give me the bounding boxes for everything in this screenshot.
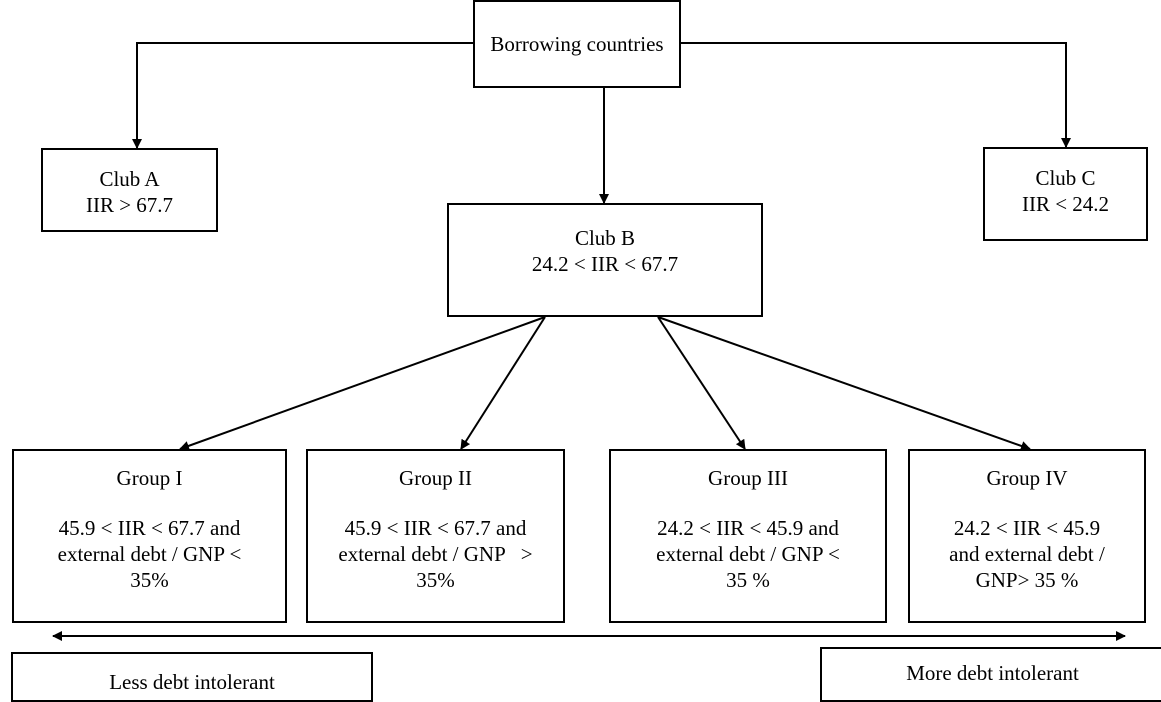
club-c-box: Club C IIR < 24.2 — [983, 147, 1148, 241]
group-iii-box: Group III 24.2 < IIR < 45.9 and external… — [609, 449, 887, 623]
group-iii-condition-line-3: 35 % — [726, 568, 770, 592]
arrow-club-b-to-group-iv — [657, 316, 1031, 451]
club-a-name: Club A — [99, 167, 160, 191]
group-iii-condition-line-1: 24.2 < IIR < 45.9 and — [657, 516, 839, 540]
group-ii-condition-line-1: 45.9 < IIR < 67.7 and — [344, 516, 527, 540]
group-iii-name: Group III — [708, 466, 788, 490]
group-i-condition-line-2: external debt / GNP < — [57, 542, 242, 566]
group-i-condition-line-1: 45.9 < IIR < 67.7 and — [58, 516, 241, 540]
group-i-box: Group I 45.9 < IIR < 67.7 and external d… — [12, 449, 287, 623]
more-debt-intolerant-box: More debt intolerant — [820, 647, 1161, 702]
club-a-box: Club A IIR > 67.7 — [41, 148, 218, 232]
borrowing-countries-label: Borrowing countries — [490, 32, 664, 56]
arrow-club-b-to-group-i — [179, 316, 546, 451]
group-i-name: Group I — [116, 466, 183, 490]
club-c-rule: IIR < 24.2 — [1021, 192, 1110, 216]
group-ii-condition-line-3: 35% — [416, 568, 455, 592]
group-iv-name: Group IV — [986, 466, 1068, 490]
group-iv-box: Group IV 24.2 < IIR < 45.9 and external … — [908, 449, 1146, 623]
arrow-club-b-to-group-iii — [657, 316, 746, 450]
arrow-root-to-club-a — [132, 42, 473, 149]
club-b-rule: 24.2 < IIR < 67.7 — [531, 252, 679, 276]
group-iv-condition-line-3: GNP> 35 % — [975, 568, 1079, 592]
club-b-name: Club B — [574, 226, 636, 250]
borrowing-countries-box: Borrowing countries — [473, 0, 681, 88]
group-ii-box: Group II 45.9 < IIR < 67.7 and external … — [306, 449, 565, 623]
club-a-rule: IIR > 67.7 — [85, 193, 174, 217]
group-i-condition-line-3: 35% — [130, 568, 169, 592]
group-iv-condition-line-2: and external debt / — [949, 542, 1105, 566]
club-b-box: Club B 24.2 < IIR < 67.7 — [447, 203, 763, 317]
group-iii-condition-line-2: external debt / GNP < — [656, 542, 840, 566]
less-debt-intolerant-box: Less debt intolerant — [11, 652, 373, 702]
arrow-club-b-to-group-ii — [460, 316, 546, 450]
group-ii-name: Group II — [399, 466, 472, 490]
group-iv-condition-line-1: 24.2 < IIR < 45.9 — [953, 516, 1101, 540]
club-c-name: Club C — [1035, 166, 1096, 190]
less-debt-intolerant-label: Less debt intolerant — [109, 670, 275, 694]
more-debt-intolerant-label: More debt intolerant — [906, 661, 1079, 685]
group-ii-condition-line-2: external debt / GNP > — [338, 542, 533, 566]
arrow-root-to-club-c — [681, 42, 1071, 148]
